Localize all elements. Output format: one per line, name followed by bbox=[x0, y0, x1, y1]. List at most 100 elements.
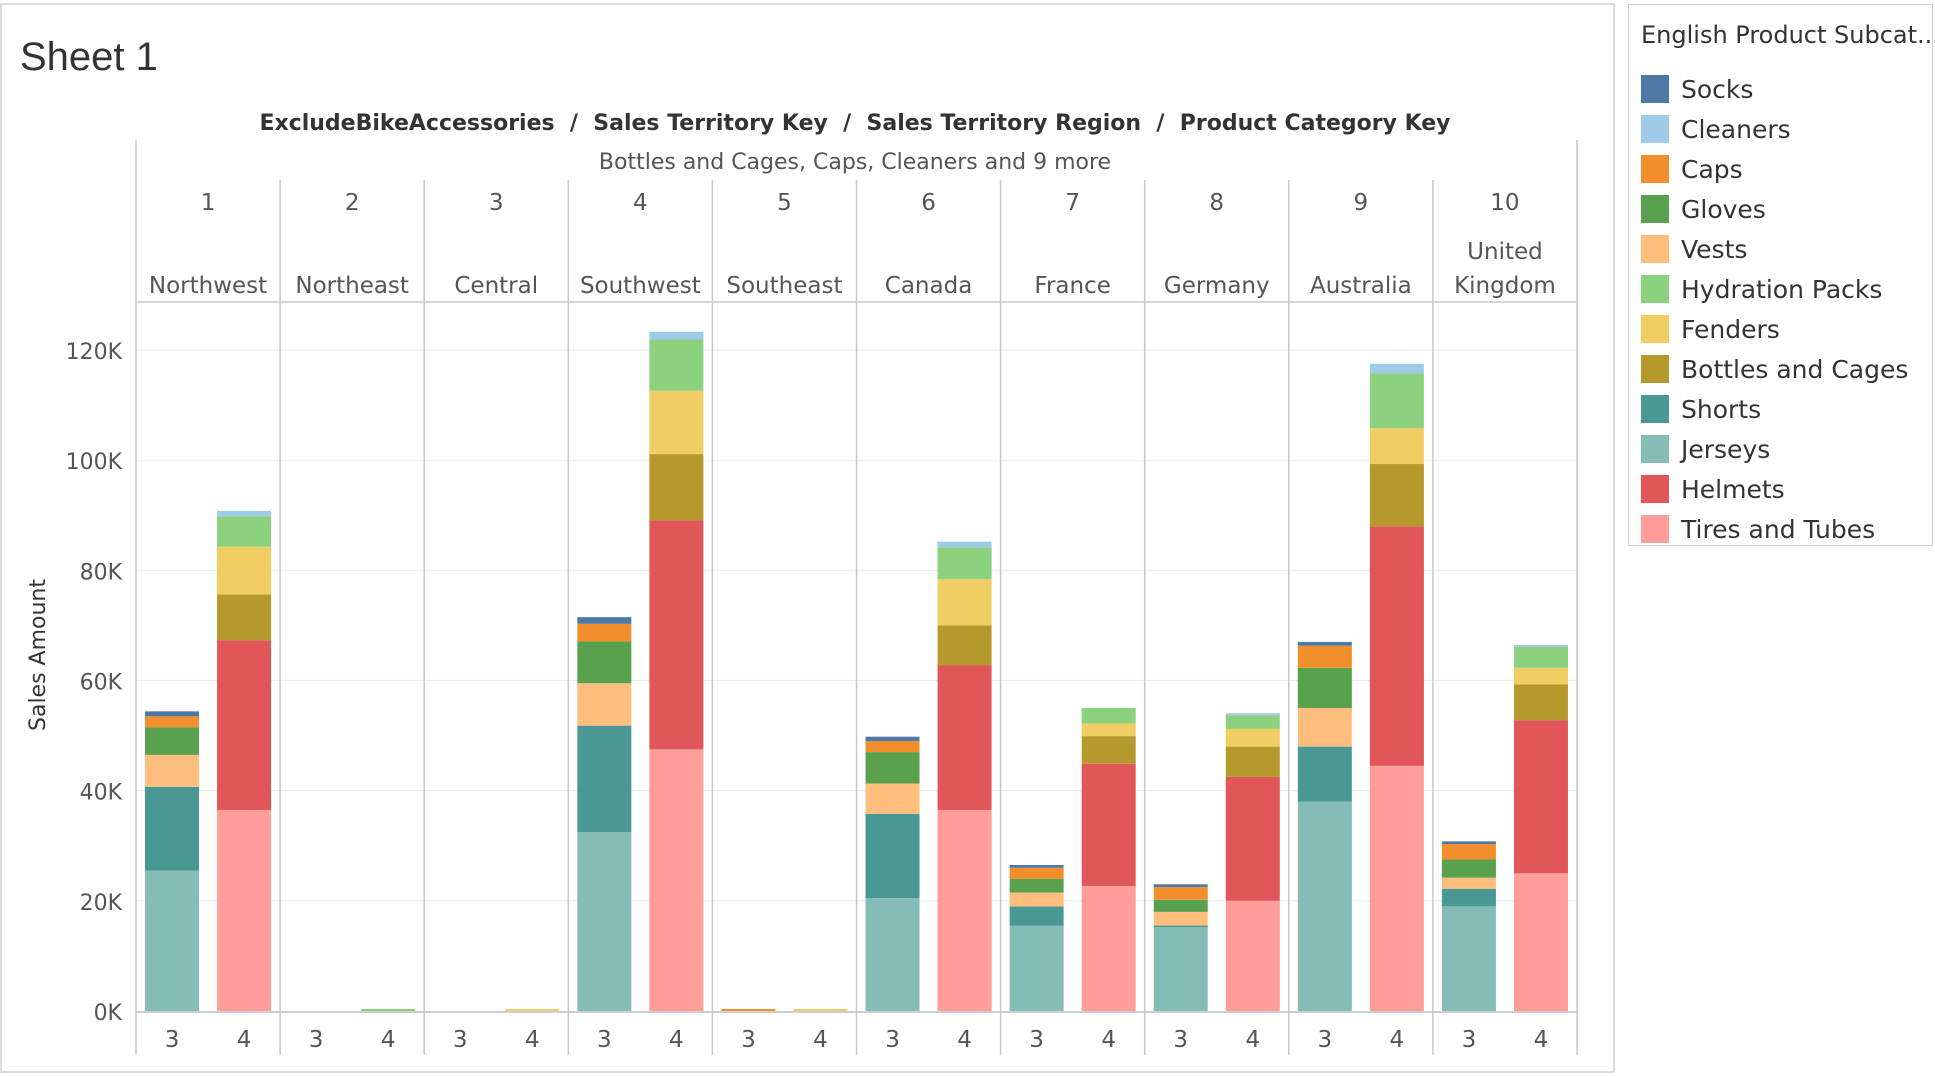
bar-segment-socks[interactable] bbox=[1441, 841, 1496, 845]
bar-segment-vests[interactable] bbox=[1297, 708, 1352, 747]
bar-segment-jerseys[interactable] bbox=[1153, 927, 1208, 1011]
bar-segment-fenders[interactable] bbox=[937, 579, 992, 626]
bar-segment-fenders[interactable] bbox=[649, 390, 704, 455]
bar-segment-hydration-packs[interactable] bbox=[649, 339, 704, 391]
legend-item-helmets[interactable]: Helmets bbox=[1641, 472, 1785, 506]
bar-segment-helmets[interactable] bbox=[649, 520, 704, 750]
bar-segment-fenders[interactable] bbox=[217, 546, 272, 595]
legend-item-fenders[interactable]: Fenders bbox=[1641, 312, 1780, 346]
bar-segment-jerseys[interactable] bbox=[1441, 906, 1496, 1011]
bar-segment-bottles-and-cages[interactable] bbox=[1513, 684, 1568, 721]
bar-segment-jerseys[interactable] bbox=[145, 870, 200, 1011]
bar-segment-fenders[interactable] bbox=[793, 1009, 848, 1011]
bar-segment-cleaners[interactable] bbox=[1513, 644, 1568, 647]
bar-segment-helmets[interactable] bbox=[1369, 526, 1424, 766]
bar-segment-hydration-packs[interactable] bbox=[1225, 715, 1280, 729]
legend-item-cleaners[interactable]: Cleaners bbox=[1641, 112, 1791, 146]
bar-segment-hydration-packs[interactable] bbox=[937, 547, 992, 580]
bar-segment-shorts[interactable] bbox=[1009, 906, 1064, 926]
bar-segment-cleaners[interactable] bbox=[937, 541, 992, 548]
bar-segment-shorts[interactable] bbox=[865, 813, 920, 899]
bar-segment-caps[interactable] bbox=[1297, 645, 1352, 668]
bar-segment-tires-and-tubes[interactable] bbox=[1513, 873, 1568, 1011]
bar-segment-hydration-packs[interactable] bbox=[217, 516, 272, 547]
bar-segment-fenders[interactable] bbox=[1513, 667, 1568, 685]
bar-segment-shorts[interactable] bbox=[577, 725, 632, 832]
bar-segment-gloves[interactable] bbox=[1297, 667, 1352, 709]
color-legend[interactable]: English Product Subcat... Socks Cleaners C… bbox=[1628, 4, 1935, 546]
bar-segment-caps[interactable] bbox=[1441, 844, 1496, 860]
legend-item-shorts[interactable]: Shorts bbox=[1641, 392, 1761, 426]
bar-segment-hydration-packs[interactable] bbox=[1513, 646, 1568, 668]
bar-segment-fenders[interactable] bbox=[1369, 428, 1424, 465]
bar-segment-helmets[interactable] bbox=[937, 665, 992, 810]
bar-segment-tires-and-tubes[interactable] bbox=[1369, 765, 1424, 1011]
bar-segment-gloves[interactable] bbox=[1153, 899, 1208, 912]
bar-segment-gloves[interactable] bbox=[1009, 878, 1064, 893]
bar-segment-helmets[interactable] bbox=[1225, 776, 1280, 901]
bar-segment-cleaners[interactable] bbox=[217, 510, 272, 517]
bar-segment-vests[interactable] bbox=[1441, 877, 1496, 889]
bar-segment-jerseys[interactable] bbox=[1297, 801, 1352, 1011]
bar-segment-tires-and-tubes[interactable] bbox=[649, 749, 704, 1011]
bar-segment-caps[interactable] bbox=[1009, 867, 1064, 879]
legend-item-jerseys[interactable]: Jerseys bbox=[1641, 432, 1770, 466]
bar-segment-gloves[interactable] bbox=[865, 752, 920, 784]
bar-segment-hydration-packs[interactable] bbox=[1081, 708, 1136, 724]
bar-segment-socks[interactable] bbox=[145, 711, 200, 717]
bar-segment-gloves[interactable] bbox=[145, 727, 200, 755]
legend-item-socks[interactable]: Socks bbox=[1641, 72, 1753, 106]
bar-segment-socks[interactable] bbox=[1153, 884, 1208, 888]
bar-segment-shorts[interactable] bbox=[1441, 888, 1496, 907]
bar-segment-tires-and-tubes[interactable] bbox=[937, 809, 992, 1011]
legend-item-caps[interactable]: Caps bbox=[1641, 152, 1743, 186]
bar-segment-shorts[interactable] bbox=[1153, 925, 1208, 928]
legend-item-hydration-packs[interactable]: Hydration Packs bbox=[1641, 272, 1882, 306]
bar-segment-caps[interactable] bbox=[865, 741, 920, 753]
bar-segment-tires-and-tubes[interactable] bbox=[1081, 885, 1136, 1011]
bar-segment-fenders[interactable] bbox=[505, 1009, 560, 1011]
bar-segment-bottles-and-cages[interactable] bbox=[1369, 464, 1424, 527]
bar-segment-tires-and-tubes[interactable] bbox=[217, 809, 272, 1011]
legend-item-vests[interactable]: Vests bbox=[1641, 232, 1747, 266]
bar-segment-bottles-and-cages[interactable] bbox=[1225, 746, 1280, 777]
bar-segment-caps[interactable] bbox=[721, 1009, 776, 1011]
bar-segment-vests[interactable] bbox=[1153, 911, 1208, 926]
bar-segment-jerseys[interactable] bbox=[1009, 925, 1064, 1011]
bar-segment-bottles-and-cages[interactable] bbox=[1081, 736, 1136, 764]
bar-segment-caps[interactable] bbox=[577, 623, 632, 642]
bar-segment-socks[interactable] bbox=[865, 736, 920, 742]
bar-segment-socks[interactable] bbox=[577, 617, 632, 624]
bar-segment-vests[interactable] bbox=[1009, 892, 1064, 907]
bar-segment-socks[interactable] bbox=[1297, 641, 1352, 646]
bar-segment-vests[interactable] bbox=[865, 783, 920, 814]
bar-segment-jerseys[interactable] bbox=[577, 831, 632, 1011]
bar-segment-fenders[interactable] bbox=[1225, 728, 1280, 747]
bar-segment-hydration-packs[interactable] bbox=[1369, 373, 1424, 429]
bar-segment-helmets[interactable] bbox=[1081, 763, 1136, 886]
bar-segment-caps[interactable] bbox=[1153, 887, 1208, 900]
bar-segment-hydration-packs[interactable] bbox=[361, 1009, 416, 1011]
bar-segment-gloves[interactable] bbox=[1441, 859, 1496, 878]
bar-segment-gloves[interactable] bbox=[577, 641, 632, 684]
bar-segment-shorts[interactable] bbox=[145, 786, 200, 871]
bar-segment-jerseys[interactable] bbox=[865, 898, 920, 1011]
bar-segment-bottles-and-cages[interactable] bbox=[937, 625, 992, 666]
legend-item-bottles-and-cages[interactable]: Bottles and Cages bbox=[1641, 352, 1908, 386]
bar-segment-vests[interactable] bbox=[577, 683, 632, 726]
legend-item-tires-and-tubes[interactable]: Tires and Tubes bbox=[1641, 512, 1875, 546]
bar-segment-cleaners[interactable] bbox=[1369, 363, 1424, 374]
legend-item-gloves[interactable]: Gloves bbox=[1641, 192, 1766, 226]
bar-segment-caps[interactable] bbox=[145, 716, 200, 728]
bar-segment-helmets[interactable] bbox=[1513, 720, 1568, 874]
bar-segment-bottles-and-cages[interactable] bbox=[649, 454, 704, 521]
bar-segment-cleaners[interactable] bbox=[1225, 713, 1280, 716]
bar-segment-fenders[interactable] bbox=[1081, 723, 1136, 737]
bar-segment-helmets[interactable] bbox=[217, 640, 272, 810]
bar-segment-shorts[interactable] bbox=[1297, 746, 1352, 802]
bar-segment-cleaners[interactable] bbox=[649, 331, 704, 340]
bar-segment-bottles-and-cages[interactable] bbox=[217, 594, 272, 641]
bar-segment-vests[interactable] bbox=[145, 754, 200, 787]
bar-segment-tires-and-tubes[interactable] bbox=[1225, 900, 1280, 1011]
bar-segment-socks[interactable] bbox=[1009, 865, 1064, 868]
